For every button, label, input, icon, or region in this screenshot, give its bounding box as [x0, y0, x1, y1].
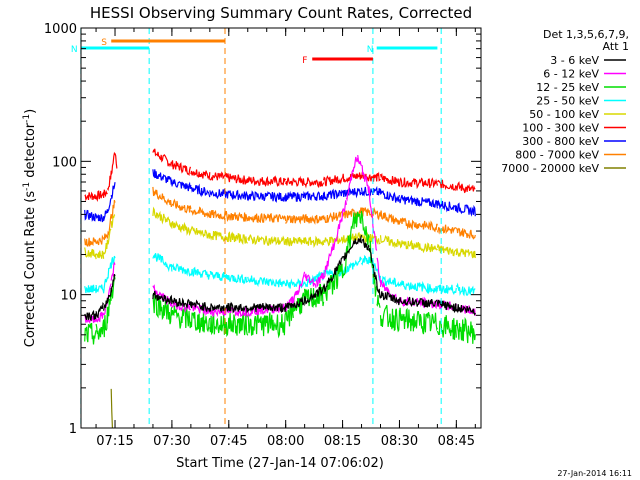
- legend-label-800-7000-kev: 800 - 7000 keV: [515, 149, 599, 162]
- y-tick-label-1: 1: [69, 422, 77, 437]
- plot-timestamp: 27-Jan-2014 16:11: [557, 469, 632, 478]
- legend-label-12-25-kev: 12 - 25 keV: [536, 81, 599, 94]
- x-axis-label: Start Time (27-Jan-14 07:06:02): [176, 456, 384, 471]
- legend-label-25-50-kev: 25 - 50 keV: [536, 95, 599, 108]
- legend-header-attenuator: Att 1: [603, 40, 629, 53]
- y-tick-label-10: 10: [60, 289, 77, 304]
- x-tick-label-08-30: 08:30: [381, 434, 418, 449]
- series-300-800-kev: [84, 169, 476, 223]
- legend-label-7000-20000-kev: 7000 - 20000 keV: [501, 162, 599, 175]
- series-50-100-kev: [84, 206, 476, 260]
- x-tick-label-08-15: 08:15: [324, 434, 361, 449]
- series-100-300-kev: [84, 148, 476, 203]
- y-axis-ticks: 1 10 100 1000: [44, 22, 481, 437]
- series-7000-20000-kev: [110, 388, 113, 428]
- y-tick-label-1000: 1000: [44, 22, 77, 37]
- y-axis-label-end: ): [23, 109, 38, 114]
- y-axis-label-sup1: -1: [22, 182, 32, 191]
- flag-label-f-3: F: [302, 56, 307, 66]
- legend-label-100-300-kev: 100 - 300 keV: [522, 122, 599, 135]
- legend-label-50-100-kev: 50 - 100 keV: [529, 108, 599, 121]
- data-layer: [84, 148, 476, 428]
- x-tick-label-07-15: 07:15: [96, 434, 133, 449]
- series-25-50-kev: [84, 253, 476, 297]
- y-axis-label: Corrected Count Rate (s-1 detector-1): [22, 109, 38, 347]
- flag-label-s-0: S: [101, 38, 107, 48]
- chart-title: HESSI Observing Summary Count Rates, Cor…: [90, 4, 472, 22]
- y-axis-label-main: Corrected Count Rate (s: [23, 191, 38, 348]
- legend-label-300-800-kev: 300 - 800 keV: [522, 135, 599, 148]
- legend-header-detectors: Det 1,3,5,6,7,9,: [543, 28, 629, 41]
- y-tick-label-100: 100: [52, 155, 77, 170]
- y-axis-label-sup2: -1: [22, 114, 32, 123]
- series-3-6-kev: [84, 234, 476, 322]
- x-tick-label-08-45: 08:45: [438, 434, 475, 449]
- x-axis-ticks: 07:15 07:30 07:45 08:00 08:15 08:30 08:45: [95, 28, 476, 449]
- legend-label-6-12-kev: 6 - 12 keV: [543, 68, 599, 81]
- flag-label-n-1: N: [71, 45, 78, 55]
- y-axis-label-mid: detector: [23, 122, 38, 182]
- x-tick-label-07-45: 07:45: [210, 434, 247, 449]
- legend-label-3-6-kev: 3 - 6 keV: [550, 54, 599, 67]
- x-tick-label-07-30: 07:30: [153, 434, 190, 449]
- plot-frame: [80, 27, 482, 429]
- x-tick-label-08-00: 08:00: [267, 434, 304, 449]
- flag-label-n-2: N: [367, 45, 374, 55]
